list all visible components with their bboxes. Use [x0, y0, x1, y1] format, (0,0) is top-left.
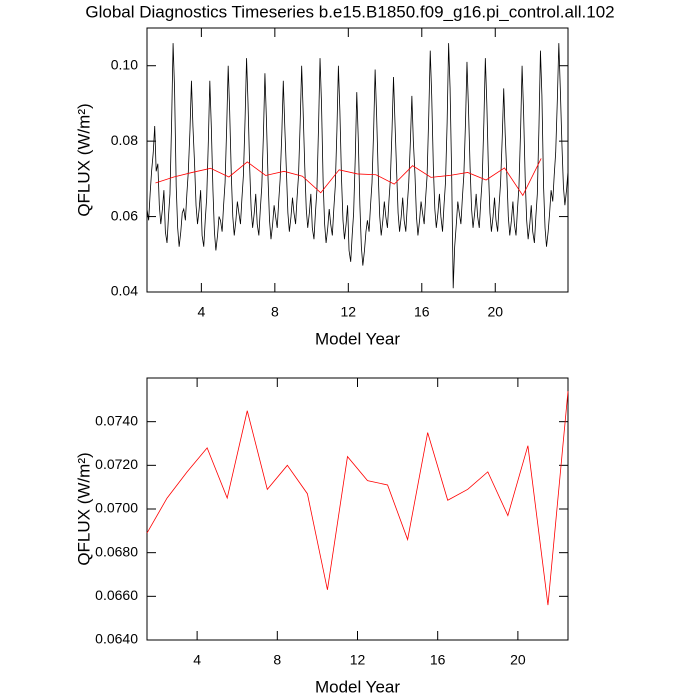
x-tick-label: 12 — [341, 304, 357, 320]
data-line — [146, 43, 569, 289]
x-tick-label: 16 — [414, 304, 430, 320]
y-tick-label: 0.0720 — [95, 456, 138, 472]
x-tick-label: 20 — [487, 304, 503, 320]
y-tick-label: 0.0700 — [95, 500, 138, 516]
x-axis-label: Model Year — [315, 677, 400, 696]
x-tick-label: 8 — [273, 652, 281, 668]
data-line — [146, 391, 569, 606]
y-tick-label: 0.08 — [111, 132, 138, 148]
y-tick-label: 0.10 — [111, 56, 138, 72]
y-tick-label: 0.06 — [111, 207, 138, 223]
y-tick-label: 0.0640 — [95, 631, 138, 647]
x-tick-label: 4 — [197, 304, 205, 320]
x-tick-label: 16 — [430, 652, 446, 668]
x-tick-label: 12 — [350, 652, 366, 668]
plot-frame — [146, 27, 569, 293]
x-tick-label: 8 — [271, 304, 279, 320]
y-tick-label: 0.04 — [111, 283, 138, 299]
chart-title: Global Diagnostics Timeseries b.e15.B185… — [85, 2, 614, 21]
y-tick-label: 0.0740 — [95, 412, 138, 428]
x-axis-label: Model Year — [315, 329, 400, 348]
x-tick-label: 20 — [510, 652, 526, 668]
data-line — [155, 158, 542, 197]
y-tick-label: 0.0660 — [95, 587, 138, 603]
x-tick-label: 4 — [193, 652, 201, 668]
y-axis-label: QFLUX (W/m²) — [74, 452, 93, 565]
y-tick-label: 0.0680 — [95, 543, 138, 559]
y-axis-label: QFLUX (W/m²) — [74, 103, 93, 216]
